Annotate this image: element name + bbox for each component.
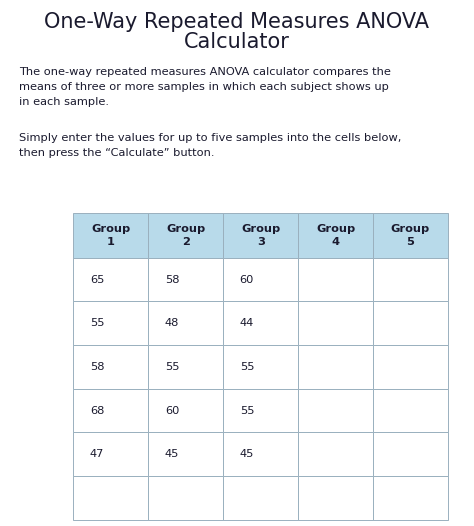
Text: The one-way repeated measures ANOVA calculator compares the
means of three or mo: The one-way repeated measures ANOVA calc… xyxy=(19,67,391,107)
Text: 60: 60 xyxy=(240,275,254,285)
Text: Calculator: Calculator xyxy=(184,32,290,52)
Text: 47: 47 xyxy=(90,449,104,459)
Text: Group
2: Group 2 xyxy=(166,224,205,247)
Text: 45: 45 xyxy=(240,449,254,459)
Text: 58: 58 xyxy=(165,275,179,285)
Text: Group
3: Group 3 xyxy=(241,224,280,247)
Text: 55: 55 xyxy=(240,362,254,372)
Text: 55: 55 xyxy=(165,362,179,372)
Text: 55: 55 xyxy=(240,406,254,416)
Text: 48: 48 xyxy=(165,318,179,328)
Text: 58: 58 xyxy=(90,362,104,372)
Text: 65: 65 xyxy=(90,275,104,285)
Text: 60: 60 xyxy=(165,406,179,416)
Text: 68: 68 xyxy=(90,406,104,416)
Text: 44: 44 xyxy=(240,318,254,328)
Text: Simply enter the values for up to five samples into the cells below,
then press : Simply enter the values for up to five s… xyxy=(19,133,401,158)
Text: Group
5: Group 5 xyxy=(391,224,430,247)
Text: 45: 45 xyxy=(165,449,179,459)
Text: 55: 55 xyxy=(90,318,104,328)
Text: One-Way Repeated Measures ANOVA: One-Way Repeated Measures ANOVA xyxy=(45,12,429,32)
Text: Group
1: Group 1 xyxy=(91,224,130,247)
Text: Group
4: Group 4 xyxy=(316,224,355,247)
